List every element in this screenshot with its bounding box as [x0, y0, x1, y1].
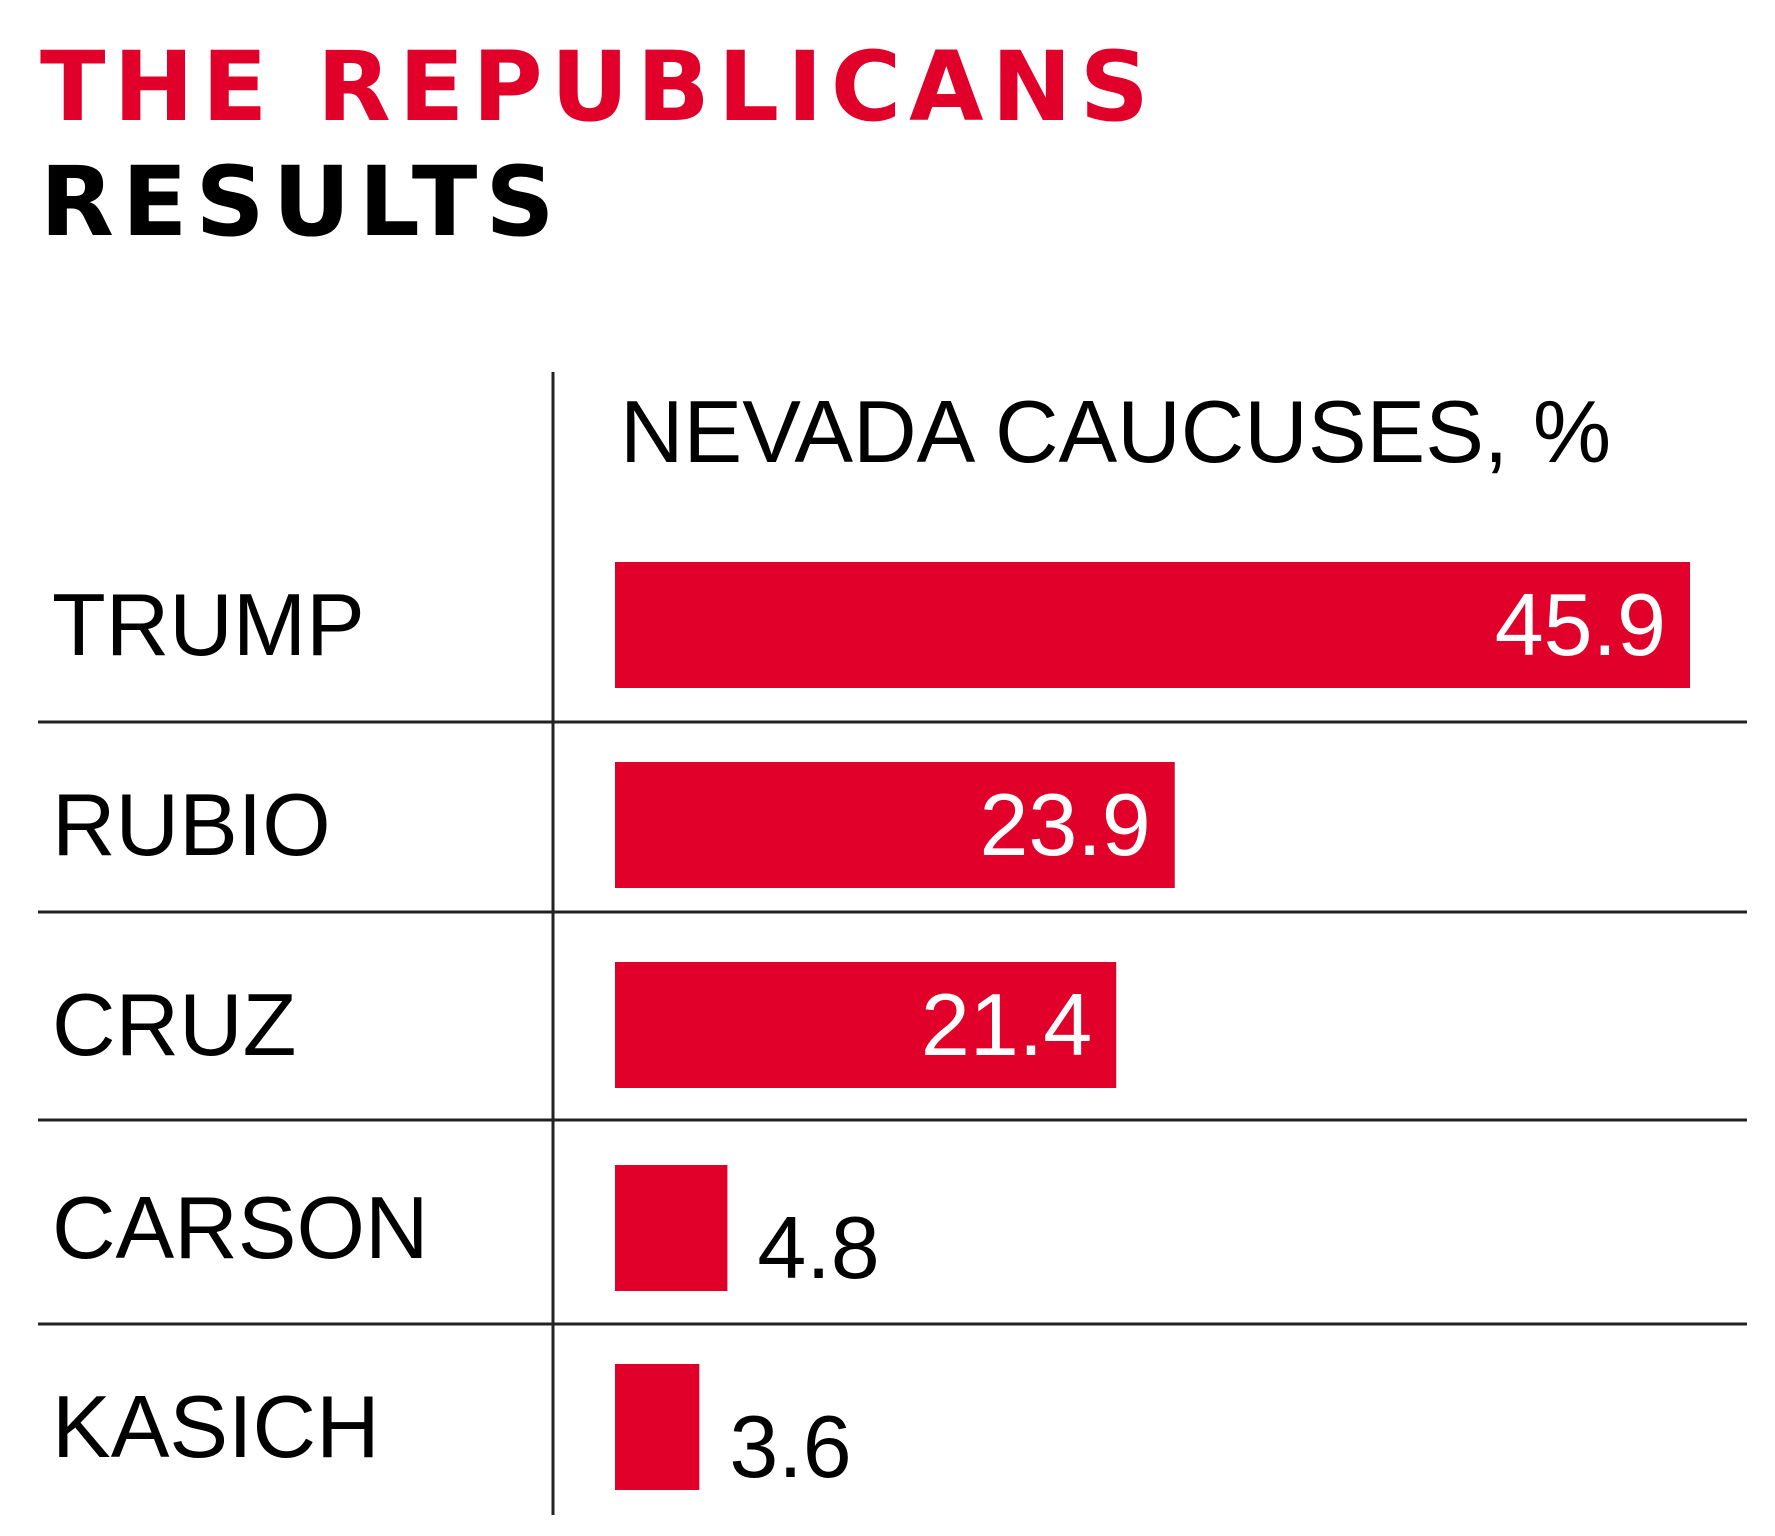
chart-heading: NEVADA CAUCUSES, %: [620, 382, 1611, 481]
bar-rows: TRUMP 45.9 RUBIO 23.9 CRUZ 21.4 CARSON 4.8 KASIC…: [38, 562, 1747, 1496]
category-label-carson: CARSON: [52, 1178, 429, 1277]
category-label-trump: TRUMP: [52, 575, 365, 674]
category-label-cruz: CRUZ: [52, 975, 296, 1074]
value-label-cruz: 21.4: [921, 975, 1092, 1074]
category-label-rubio: RUBIO: [52, 775, 331, 874]
bar-rubio: [615, 762, 1175, 888]
chart-title: THE REPUBLICANS: [40, 31, 1157, 143]
bar-trump: [615, 562, 1690, 688]
bar-cruz: [615, 962, 1117, 1088]
value-label-carson: 4.8: [757, 1198, 879, 1297]
bar-kasich: [615, 1364, 700, 1490]
value-label-kasich: 3.6: [729, 1397, 851, 1496]
value-label-rubio: 23.9: [979, 775, 1150, 874]
value-label-trump: 45.9: [1495, 575, 1666, 674]
bar-carson: [615, 1165, 728, 1291]
chart-subtitle: RESULTS: [40, 146, 563, 258]
category-label-kasich: KASICH: [52, 1377, 380, 1476]
